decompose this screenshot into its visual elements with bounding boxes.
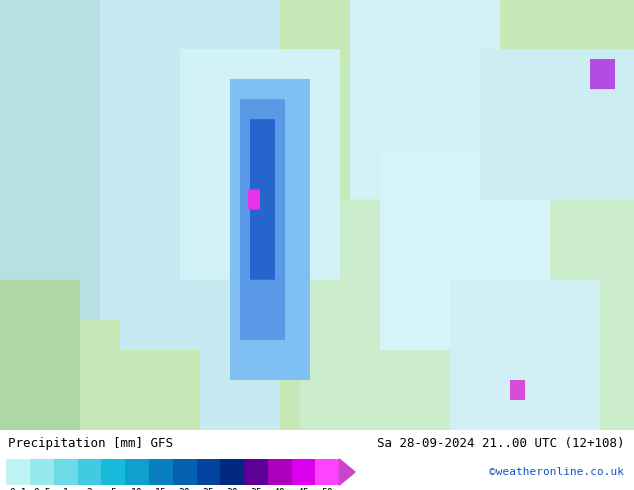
Bar xyxy=(244,459,268,485)
Text: 15: 15 xyxy=(155,488,167,490)
Bar xyxy=(126,459,149,485)
Text: 0.1: 0.1 xyxy=(10,488,27,490)
Text: 30: 30 xyxy=(226,488,238,490)
Text: Precipitation [mm] GFS: Precipitation [mm] GFS xyxy=(8,438,172,450)
Text: ©weatheronline.co.uk: ©weatheronline.co.uk xyxy=(489,467,624,477)
Bar xyxy=(172,459,197,485)
Text: 50: 50 xyxy=(321,488,333,490)
Polygon shape xyxy=(339,459,355,485)
Bar xyxy=(30,459,54,485)
Text: 10: 10 xyxy=(131,488,143,490)
Text: 45: 45 xyxy=(297,488,309,490)
Bar xyxy=(197,459,220,485)
Text: Sa 28-09-2024 21..00 UTC (12+108): Sa 28-09-2024 21..00 UTC (12+108) xyxy=(377,438,624,450)
Text: 1: 1 xyxy=(63,488,68,490)
Bar xyxy=(316,459,339,485)
Text: 20: 20 xyxy=(179,488,191,490)
Text: 25: 25 xyxy=(202,488,214,490)
Bar xyxy=(292,459,315,485)
Bar xyxy=(77,459,101,485)
Bar xyxy=(268,459,292,485)
Bar xyxy=(221,459,244,485)
Text: 0.5: 0.5 xyxy=(33,488,51,490)
Bar xyxy=(149,459,172,485)
Text: 2: 2 xyxy=(87,488,93,490)
Text: 5: 5 xyxy=(110,488,116,490)
Text: 40: 40 xyxy=(274,488,286,490)
Bar xyxy=(54,459,77,485)
Text: 35: 35 xyxy=(250,488,262,490)
Bar xyxy=(101,459,126,485)
Bar xyxy=(6,459,30,485)
